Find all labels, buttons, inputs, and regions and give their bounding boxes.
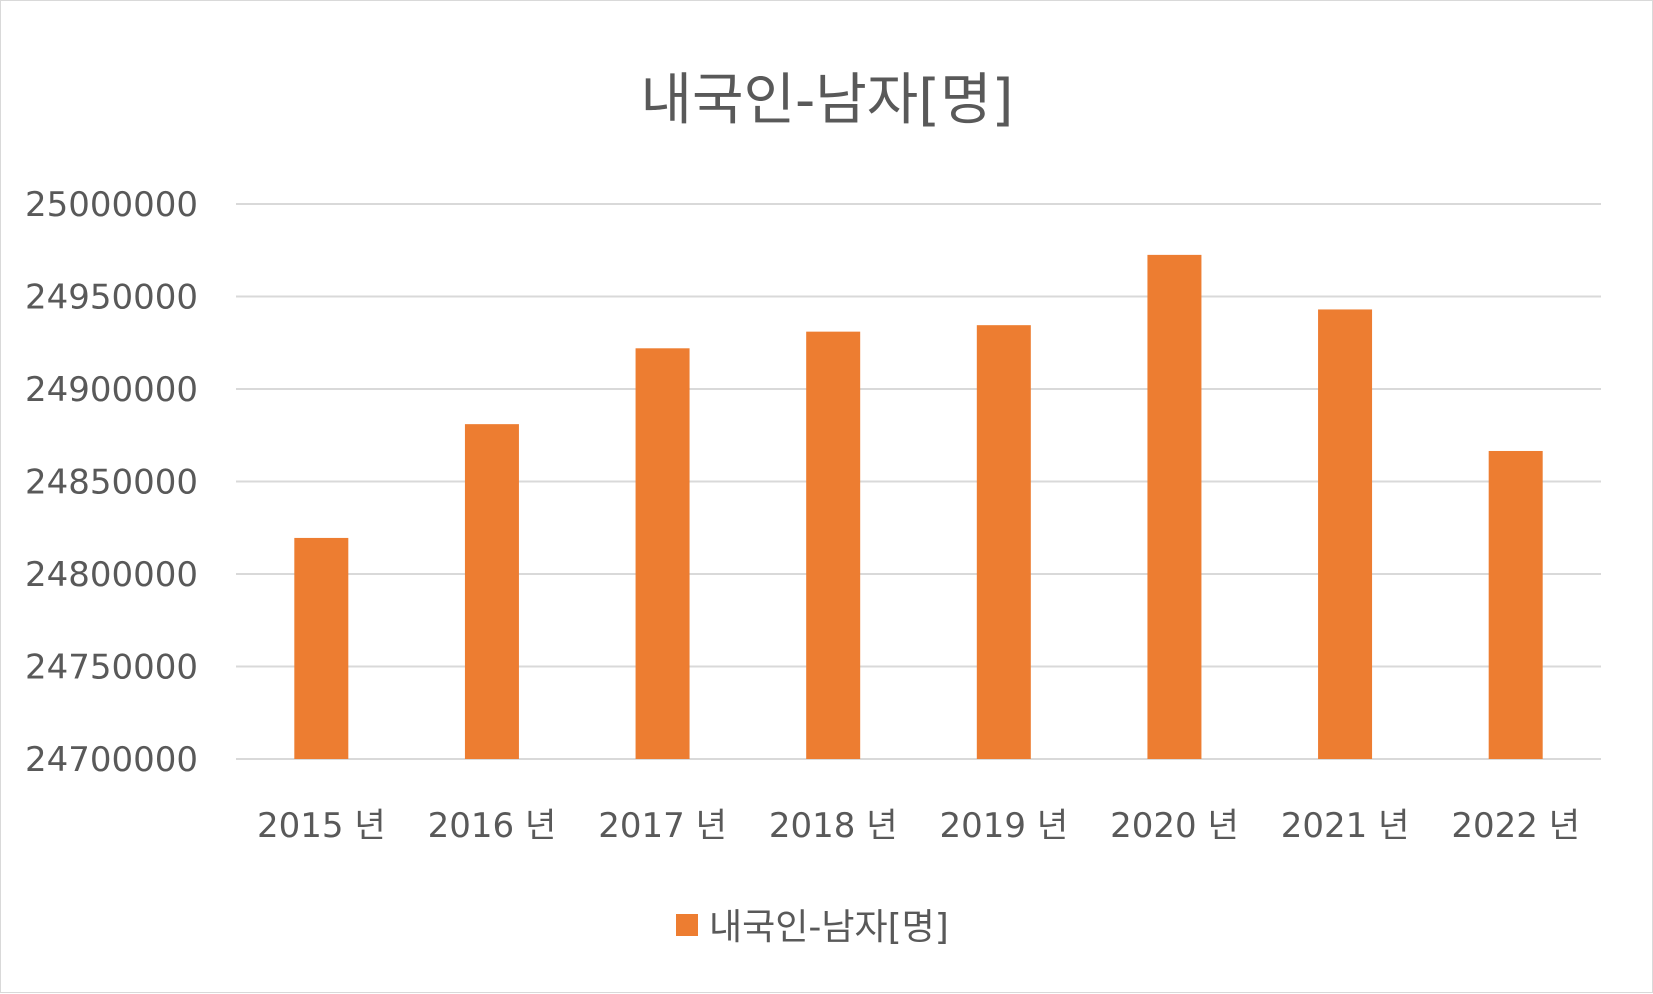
- x-axis-tick-labels: 2015 년 2016 년 2017 년 2018 년 2019 년 2020 년 2021…: [257, 806, 1580, 846]
- y-tick-label: 25000000: [25, 185, 198, 225]
- bar: [635, 348, 690, 759]
- legend: 내국인-남자[명]: [676, 907, 949, 948]
- x-tick-label: 2018 년: [769, 806, 898, 846]
- x-tick-label: 2015 년: [257, 806, 386, 846]
- bar: [1147, 254, 1202, 759]
- y-axis-tick-labels: 24700000 24750000 24800000 24850000 24900000…: [25, 185, 198, 780]
- bar: [976, 325, 1031, 759]
- y-tick-label: 24850000: [25, 463, 198, 503]
- x-tick-label: 2016 년: [428, 806, 557, 846]
- bar: [1488, 450, 1543, 759]
- y-tick-label: 24750000: [25, 648, 198, 688]
- y-tick-label: 24700000: [25, 740, 198, 780]
- x-tick-label: 2022 년: [1451, 806, 1580, 846]
- bar: [294, 537, 349, 759]
- bar: [464, 424, 519, 759]
- bar: [1318, 309, 1373, 759]
- x-tick-label: 2021 년: [1281, 806, 1410, 846]
- y-tick-label: 24950000: [25, 278, 198, 318]
- x-tick-label: 2020 년: [1110, 806, 1239, 846]
- y-tick-label: 24900000: [25, 370, 198, 410]
- bar: [806, 331, 861, 759]
- x-tick-label: 2017 년: [598, 806, 727, 846]
- chart-title: 내국인-남자[명]: [640, 68, 1013, 133]
- legend-label: 내국인-남자[명]: [709, 907, 949, 948]
- bars: [294, 254, 1543, 759]
- y-tick-label: 24800000: [25, 555, 198, 595]
- legend-swatch: [676, 914, 698, 936]
- gridlines: [236, 203, 1601, 760]
- x-tick-label: 2019 년: [940, 806, 1069, 846]
